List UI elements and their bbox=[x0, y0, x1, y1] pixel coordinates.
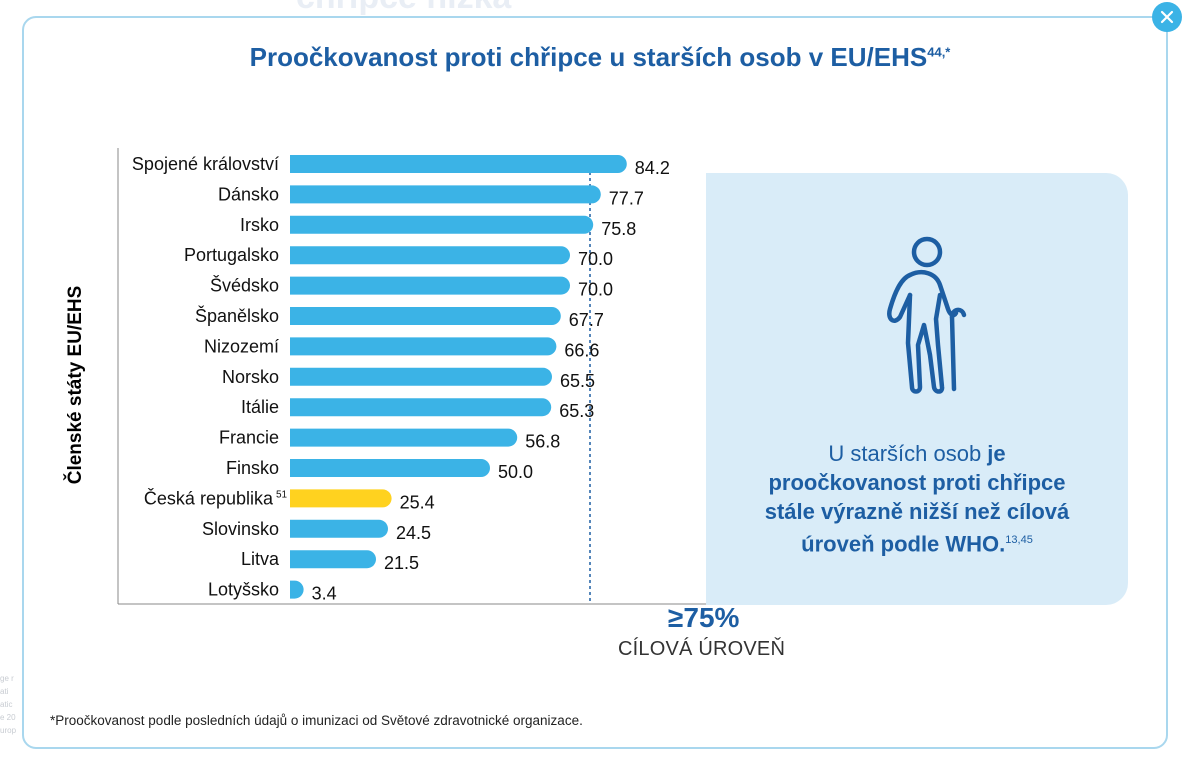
value-label-1: 77.7 bbox=[609, 188, 644, 208]
category-superscript-11: 51 bbox=[276, 489, 288, 500]
info-text: U starších osob je proočkovanost proti c… bbox=[706, 439, 1128, 558]
footnote: *Proočkovanost podle posledních údajů o … bbox=[50, 713, 583, 728]
value-label-11: 25.4 bbox=[400, 492, 435, 512]
bar-3 bbox=[290, 246, 570, 265]
chart-title-text: Proočkovanost proti chřipce u starších o… bbox=[249, 42, 928, 72]
info-text-line1-bold: je bbox=[987, 441, 1006, 466]
bar-13 bbox=[290, 550, 376, 569]
value-label-12: 24.5 bbox=[396, 523, 431, 543]
value-label-10: 50.0 bbox=[498, 462, 533, 482]
value-label-14: 3.4 bbox=[312, 584, 337, 604]
close-icon bbox=[1160, 10, 1174, 24]
bar-8 bbox=[290, 398, 552, 417]
bar-5 bbox=[290, 307, 561, 325]
bar-14 bbox=[290, 580, 304, 599]
value-label-9: 56.8 bbox=[525, 432, 560, 452]
category-label-12: Slovinsko bbox=[202, 519, 279, 539]
bar-1 bbox=[290, 185, 601, 204]
info-text-line4: úroveň podle WHO. bbox=[801, 531, 1006, 557]
category-label-0: Spojené království bbox=[132, 154, 279, 174]
chart-title: Proočkovanost proti chřipce u starších o… bbox=[0, 42, 1200, 73]
value-label-2: 75.8 bbox=[601, 219, 636, 239]
bar-9 bbox=[290, 428, 518, 447]
category-label-14: Lotyšsko bbox=[208, 580, 279, 600]
category-label-8: Itálie bbox=[241, 397, 279, 417]
bar-4 bbox=[290, 276, 570, 295]
info-text-superscript: 13,45 bbox=[1005, 534, 1033, 546]
value-label-5: 67.7 bbox=[569, 310, 604, 330]
value-label-6: 66.6 bbox=[564, 340, 599, 360]
background-title-fragment: chřipce nízká bbox=[296, 0, 511, 17]
bar-10 bbox=[290, 459, 490, 477]
bar-6 bbox=[290, 337, 557, 356]
category-label-4: Švédsko bbox=[210, 275, 279, 296]
target-value: ≥75% bbox=[668, 602, 740, 633]
info-panel: U starších osob je proočkovanost proti c… bbox=[706, 173, 1128, 605]
info-text-line3: stále výrazně nižší než cílová bbox=[764, 499, 1070, 524]
close-button[interactable] bbox=[1152, 2, 1182, 32]
info-text-line1-regular: U starších osob bbox=[828, 441, 988, 466]
bar-11 bbox=[290, 489, 392, 508]
category-label-5: Španělsko bbox=[195, 305, 279, 326]
value-label-3: 70.0 bbox=[578, 249, 613, 269]
value-label-4: 70.0 bbox=[578, 280, 613, 300]
category-label-13: Litva bbox=[241, 549, 280, 569]
value-label-7: 65.5 bbox=[560, 371, 595, 391]
bar-7 bbox=[290, 367, 552, 386]
value-label-8: 65.3 bbox=[559, 401, 594, 421]
background-side-text: ge r ati atic e 20 urop bbox=[0, 674, 17, 735]
elderly-person-icon bbox=[887, 236, 967, 394]
target-label: CÍLOVÁ ÚROVEŇ bbox=[618, 638, 786, 660]
category-label-3: Portugalsko bbox=[184, 245, 279, 265]
info-text-line2: proočkovanost proti chřipce bbox=[768, 470, 1066, 495]
category-label-9: Francie bbox=[219, 428, 279, 448]
value-label-0: 84.2 bbox=[635, 158, 670, 178]
bar-12 bbox=[290, 519, 388, 538]
category-label-1: Dánsko bbox=[218, 184, 279, 204]
category-label-2: Irsko bbox=[240, 215, 279, 235]
bar-2 bbox=[290, 215, 594, 234]
category-label-10: Finsko bbox=[226, 458, 279, 478]
category-label-11: Česká republika bbox=[144, 487, 274, 508]
value-label-13: 21.5 bbox=[384, 553, 419, 573]
category-label-6: Nizozemí bbox=[204, 336, 279, 356]
chart-title-superscript: 44,* bbox=[927, 44, 951, 60]
bar-0 bbox=[290, 155, 627, 173]
category-label-7: Norsko bbox=[222, 367, 279, 387]
